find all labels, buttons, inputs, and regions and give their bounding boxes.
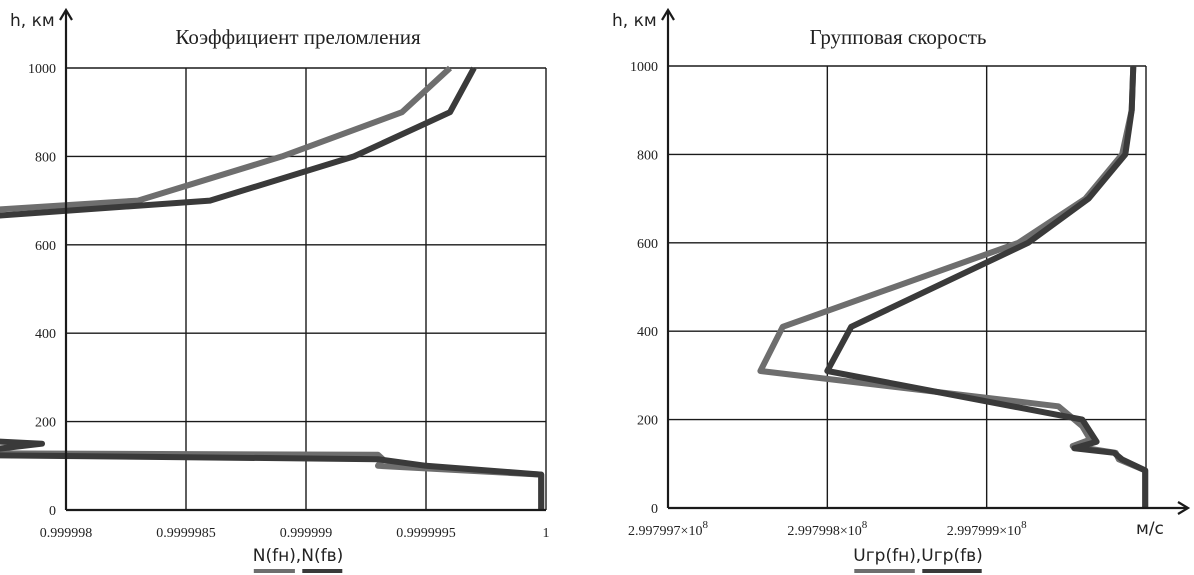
x-tick-label: 0.999999 — [280, 526, 333, 541]
x-tick-label: 2.997997×108 — [628, 519, 708, 539]
x-axis-arrow — [1177, 501, 1191, 515]
y-tick-label: 200 — [35, 416, 56, 431]
x-tick-exponent: 8 — [1021, 519, 1027, 531]
x-tick-label: 1 — [543, 526, 550, 541]
x-tick-label: 0.9999995 — [396, 526, 456, 541]
x-tick-labels: 0.999998 0.9999985 0.999999 0.9999995 1 — [40, 526, 550, 541]
x-tick-labels: 2.997997×108 2.997998×108 2.997999×108 — [628, 519, 1027, 539]
chart-title: Коэффициент преломления — [175, 25, 421, 49]
y-tick-label: 800 — [35, 150, 56, 165]
y-tick-label: 400 — [637, 325, 658, 340]
y-axis-label: h, км — [612, 11, 657, 31]
series-line-high-freq — [0, 66, 545, 510]
x-tick-label: 2.997998×108 — [787, 519, 867, 539]
legend-entry-label: Uгр(fв) — [921, 546, 982, 566]
legend-separator: , — [296, 546, 301, 566]
legend-separator: , — [916, 546, 921, 566]
axes — [59, 7, 546, 512]
chart-title: Групповая скорость — [810, 25, 987, 49]
x-tick-exponent: 8 — [862, 519, 868, 531]
legend-entry-label: N(fв) — [301, 546, 343, 566]
series-lines — [0, 65, 545, 510]
chart-group-velocity: 0 200 400 600 800 1000 2.997997×108 2.997998×1… — [612, 7, 1191, 573]
y-tick-label: 200 — [637, 414, 658, 429]
y-tick-labels: 0 200 400 600 800 1000 — [28, 62, 56, 519]
series-lines — [757, 65, 1149, 508]
y-tick-label: 1000 — [630, 60, 658, 75]
legend-entry-label: N(fн) — [253, 546, 296, 566]
legend-swatch — [253, 569, 295, 573]
y-axis-arrow — [59, 7, 73, 21]
y-tick-label: 800 — [637, 148, 658, 163]
y-tick-label: 600 — [637, 237, 658, 252]
y-tick-label: 0 — [651, 502, 658, 517]
y-axis-label: h, км — [10, 11, 55, 31]
x-tick-label: 0.9999985 — [156, 526, 216, 541]
legend-entry-label: Uгр(fн) — [853, 546, 916, 566]
y-tick-label: 0 — [49, 504, 56, 519]
y-axis-arrow — [661, 7, 675, 21]
y-tick-label: 600 — [35, 239, 56, 254]
grid — [668, 65, 1147, 508]
axes — [661, 7, 1191, 515]
legend-swatch — [854, 569, 915, 573]
legend: Uгр(fн), Uгр(fв) — [853, 546, 983, 573]
y-tick-label: 1000 — [28, 62, 56, 77]
legend-swatch — [302, 569, 343, 573]
grid — [66, 67, 547, 510]
x-tick-label: 2.997999×108 — [947, 519, 1027, 539]
x-tick-exponent: 8 — [702, 519, 708, 531]
legend-swatch — [922, 569, 982, 573]
legend: N(fн) , N(fв) — [253, 546, 343, 573]
series-line-low-freq — [0, 65, 545, 510]
y-tick-labels: 0 200 400 600 800 1000 — [630, 60, 658, 517]
x-axis-unit: м/с — [1136, 519, 1164, 539]
y-tick-label: 400 — [35, 327, 56, 342]
series-line-high-freq — [824, 65, 1149, 508]
x-tick-label: 0.999998 — [40, 526, 93, 541]
